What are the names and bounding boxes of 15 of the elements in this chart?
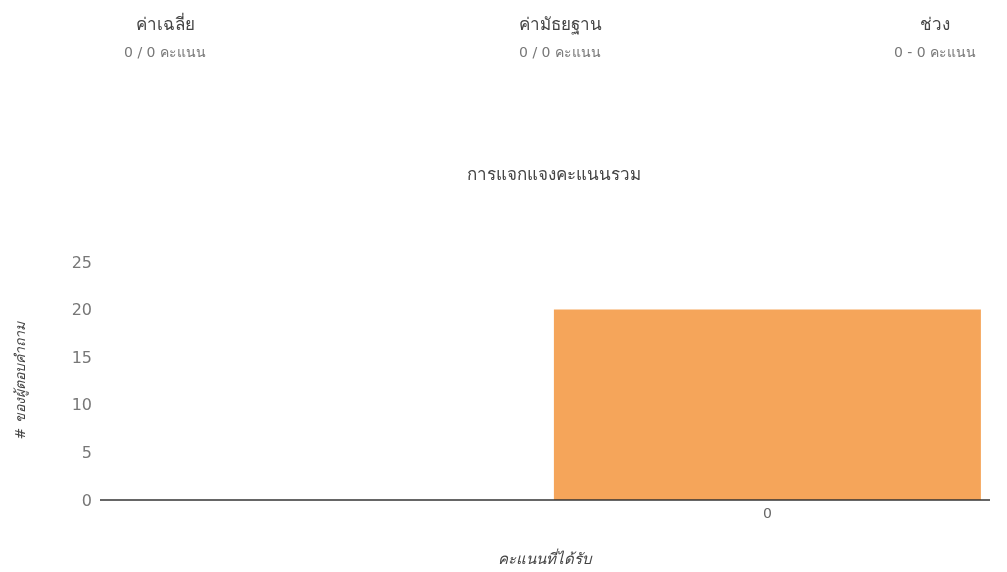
y-tick-label: 20 — [71, 300, 92, 320]
text: ค่าเฉลี่ย — [134, 11, 196, 36]
x-axis-title: คะแนนที่ได้รับ — [498, 548, 593, 568]
text: 0 / 0 คะแนน — [518, 43, 602, 62]
y-tick-label: 5 — [81, 443, 92, 463]
y-tick-label: 15 — [71, 347, 92, 367]
text: ช่วง — [919, 13, 951, 36]
y-tick-label: 10 — [71, 395, 92, 415]
text: 0 - 0 คะแนน — [892, 43, 978, 62]
text: ค่ามัธยฐาน — [517, 13, 603, 37]
y-tick-label: 0 — [81, 490, 92, 510]
text: 0 / 0 คะแนน — [123, 43, 207, 62]
chart-title: การแจกแจงคะแนนรวม — [465, 163, 642, 186]
y-tick-label: 25 — [71, 252, 92, 272]
y-axis-title: # ของผู้ตอบคำถาม — [11, 321, 29, 440]
